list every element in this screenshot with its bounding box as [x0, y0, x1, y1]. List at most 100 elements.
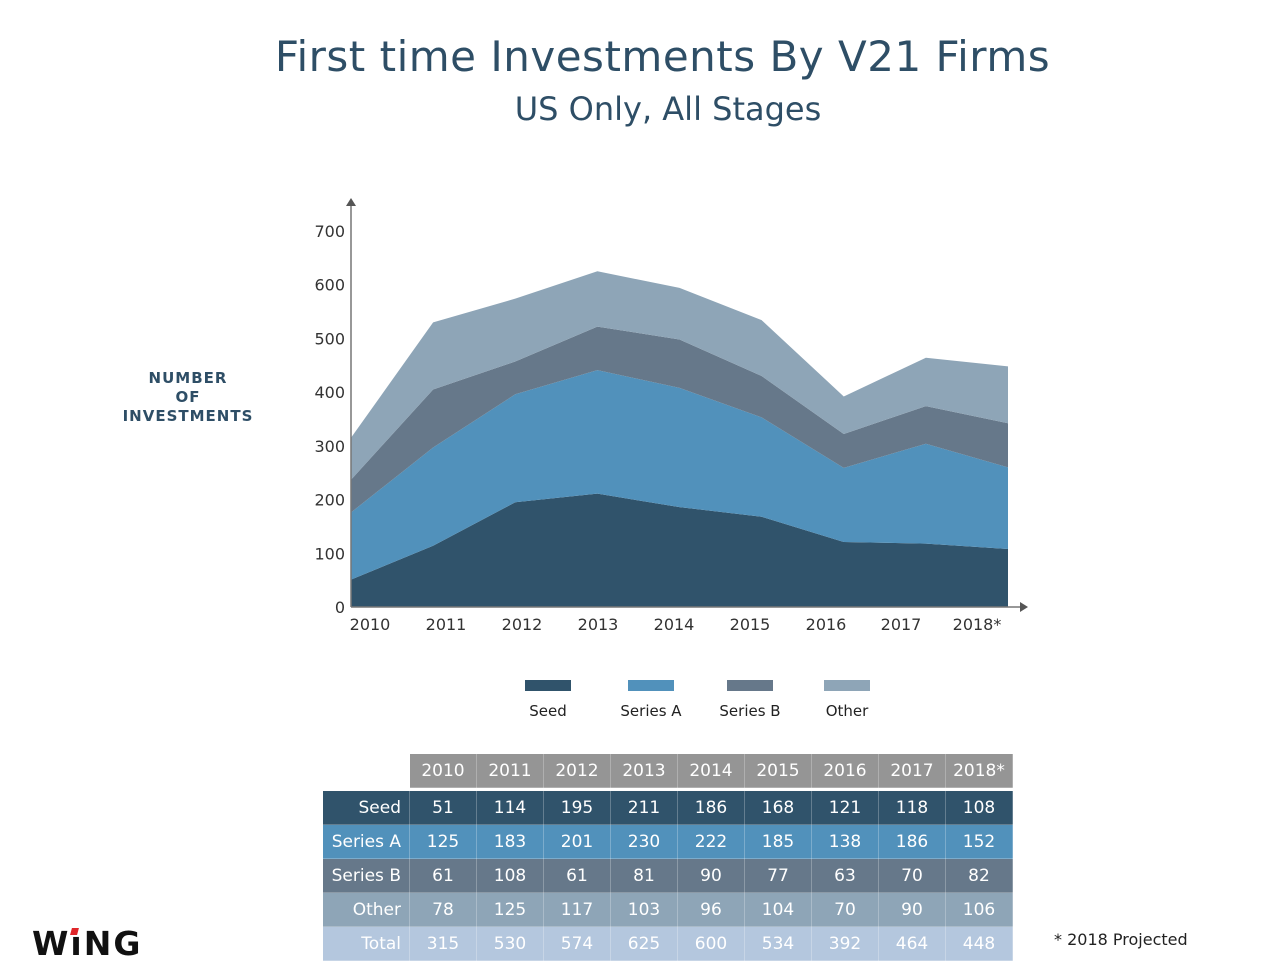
legend-item: Series B — [695, 680, 805, 720]
y-axis-label-line: INVESTMENTS — [122, 407, 254, 425]
table-cell: 392 — [811, 926, 879, 961]
table-cell: 315 — [409, 926, 477, 961]
table-cell: 70 — [878, 858, 946, 893]
row-label: Other — [322, 892, 410, 927]
table-cell: 78 — [409, 892, 477, 927]
table-cell: 51 — [409, 790, 477, 825]
x-tick-label: 2018* — [953, 615, 1002, 634]
y-axis-label: NUMBER OF INVESTMENTS — [110, 369, 266, 426]
table-cell: 125 — [409, 824, 477, 859]
table-cell: 574 — [543, 926, 611, 961]
x-tick-label: 2014 — [654, 615, 695, 634]
area-series-b — [351, 326, 1008, 513]
table-header-cell: 2012 — [543, 753, 611, 788]
legend-swatch — [824, 680, 870, 691]
wing-logo: Wı NG — [32, 924, 143, 963]
footnote: * 2018 Projected — [1054, 930, 1188, 949]
legend-swatch — [525, 680, 571, 691]
table-cell: 81 — [610, 858, 678, 893]
table-cell: 530 — [476, 926, 544, 961]
row-label: Series A — [322, 824, 410, 859]
table-cell: 464 — [878, 926, 946, 961]
table-header-row: 2010 2011 2012 2013 2014 2015 2016 2017 2018* — [322, 753, 1013, 788]
table-header-cell: 2011 — [476, 753, 544, 788]
table-header-cell: 2017 — [878, 753, 946, 788]
data-table: 2010 2011 2012 2013 2014 2015 2016 2017 2018* See… — [322, 753, 1013, 961]
table-cell: 63 — [811, 858, 879, 893]
y-tick-label: 300 — [314, 437, 345, 456]
table-cell: 186 — [677, 790, 745, 825]
x-tick-label: 2011 — [426, 615, 467, 634]
y-tick-label: 0 — [335, 598, 345, 617]
table-row-total: Total 315 530 574 625 600 534 392 464 448 — [322, 926, 1013, 961]
table-row: Other 78 125 117 103 96 104 70 90 106 — [322, 892, 1013, 927]
table-cell: 138 — [811, 824, 879, 859]
legend-label: Other — [825, 702, 869, 720]
y-axis-label-line: OF — [175, 388, 201, 406]
table-cell: 108 — [945, 790, 1013, 825]
y-tick-label: 200 — [314, 491, 345, 510]
legend-item: Other — [792, 680, 902, 720]
table-row: Seed 51 114 195 211 186 168 121 118 108 — [322, 790, 1013, 825]
table-cell: 61 — [543, 858, 611, 893]
table-header-cell: 2014 — [677, 753, 745, 788]
table-cell: 201 — [543, 824, 611, 859]
table-cell: 186 — [878, 824, 946, 859]
table-cell: 117 — [543, 892, 611, 927]
table-cell: 125 — [476, 892, 544, 927]
x-tick-label: 2015 — [730, 615, 771, 634]
table-cell: 114 — [476, 790, 544, 825]
table-cell: 230 — [610, 824, 678, 859]
table-cell: 90 — [878, 892, 946, 927]
table-cell: 118 — [878, 790, 946, 825]
table-header-cell: 2016 — [811, 753, 879, 788]
table-cell: 152 — [945, 824, 1013, 859]
x-tick-label: 2017 — [881, 615, 922, 634]
table-cell: 185 — [744, 824, 812, 859]
y-tick-label: 700 — [314, 222, 345, 241]
chart-title: First time Investments By V21 Firms — [274, 32, 1051, 81]
table-cell: 103 — [610, 892, 678, 927]
chart-subtitle: US Only, All Stages — [514, 90, 822, 128]
table-cell: 108 — [476, 858, 544, 893]
x-tick-label: 2012 — [502, 615, 543, 634]
table-cell: 121 — [811, 790, 879, 825]
legend-label: Series A — [620, 702, 682, 720]
table-cell: 90 — [677, 858, 745, 893]
area-other — [351, 271, 1008, 480]
y-tick-label: 600 — [314, 276, 345, 295]
row-label: Seed — [322, 790, 410, 825]
table-cell: 106 — [945, 892, 1013, 927]
x-axis-arrow-icon — [1020, 602, 1028, 612]
y-axis-arrow-icon — [346, 198, 356, 206]
table-cell: 183 — [476, 824, 544, 859]
legend-swatch — [628, 680, 674, 691]
table-header-cell: 2018* — [945, 753, 1013, 788]
y-tick-label: 100 — [314, 544, 345, 563]
table-row: Series A 125 183 201 230 222 185 138 186 152 — [322, 824, 1013, 859]
table-cell: 448 — [945, 926, 1013, 961]
table-cell: 77 — [744, 858, 812, 893]
table-header-cell: 2015 — [744, 753, 812, 788]
legend-item: Seed — [493, 680, 603, 720]
table-cell: 82 — [945, 858, 1013, 893]
row-label: Series B — [322, 858, 410, 893]
legend-swatch — [727, 680, 773, 691]
row-label: Total — [322, 926, 410, 961]
y-tick-label: 400 — [314, 383, 345, 402]
table-corner — [322, 753, 410, 788]
table-cell: 222 — [677, 824, 745, 859]
table-header-cell: 2010 — [409, 753, 477, 788]
table-cell: 211 — [610, 790, 678, 825]
x-tick-label: 2016 — [806, 615, 847, 634]
table-cell: 168 — [744, 790, 812, 825]
x-tick-label: 2013 — [578, 615, 619, 634]
legend-label: Series B — [719, 702, 781, 720]
table-cell: 104 — [744, 892, 812, 927]
legend-label: Seed — [529, 702, 567, 720]
area-seed — [351, 493, 1008, 607]
table-cell: 61 — [409, 858, 477, 893]
table-cell: 195 — [543, 790, 611, 825]
table-header-cell: 2013 — [610, 753, 678, 788]
